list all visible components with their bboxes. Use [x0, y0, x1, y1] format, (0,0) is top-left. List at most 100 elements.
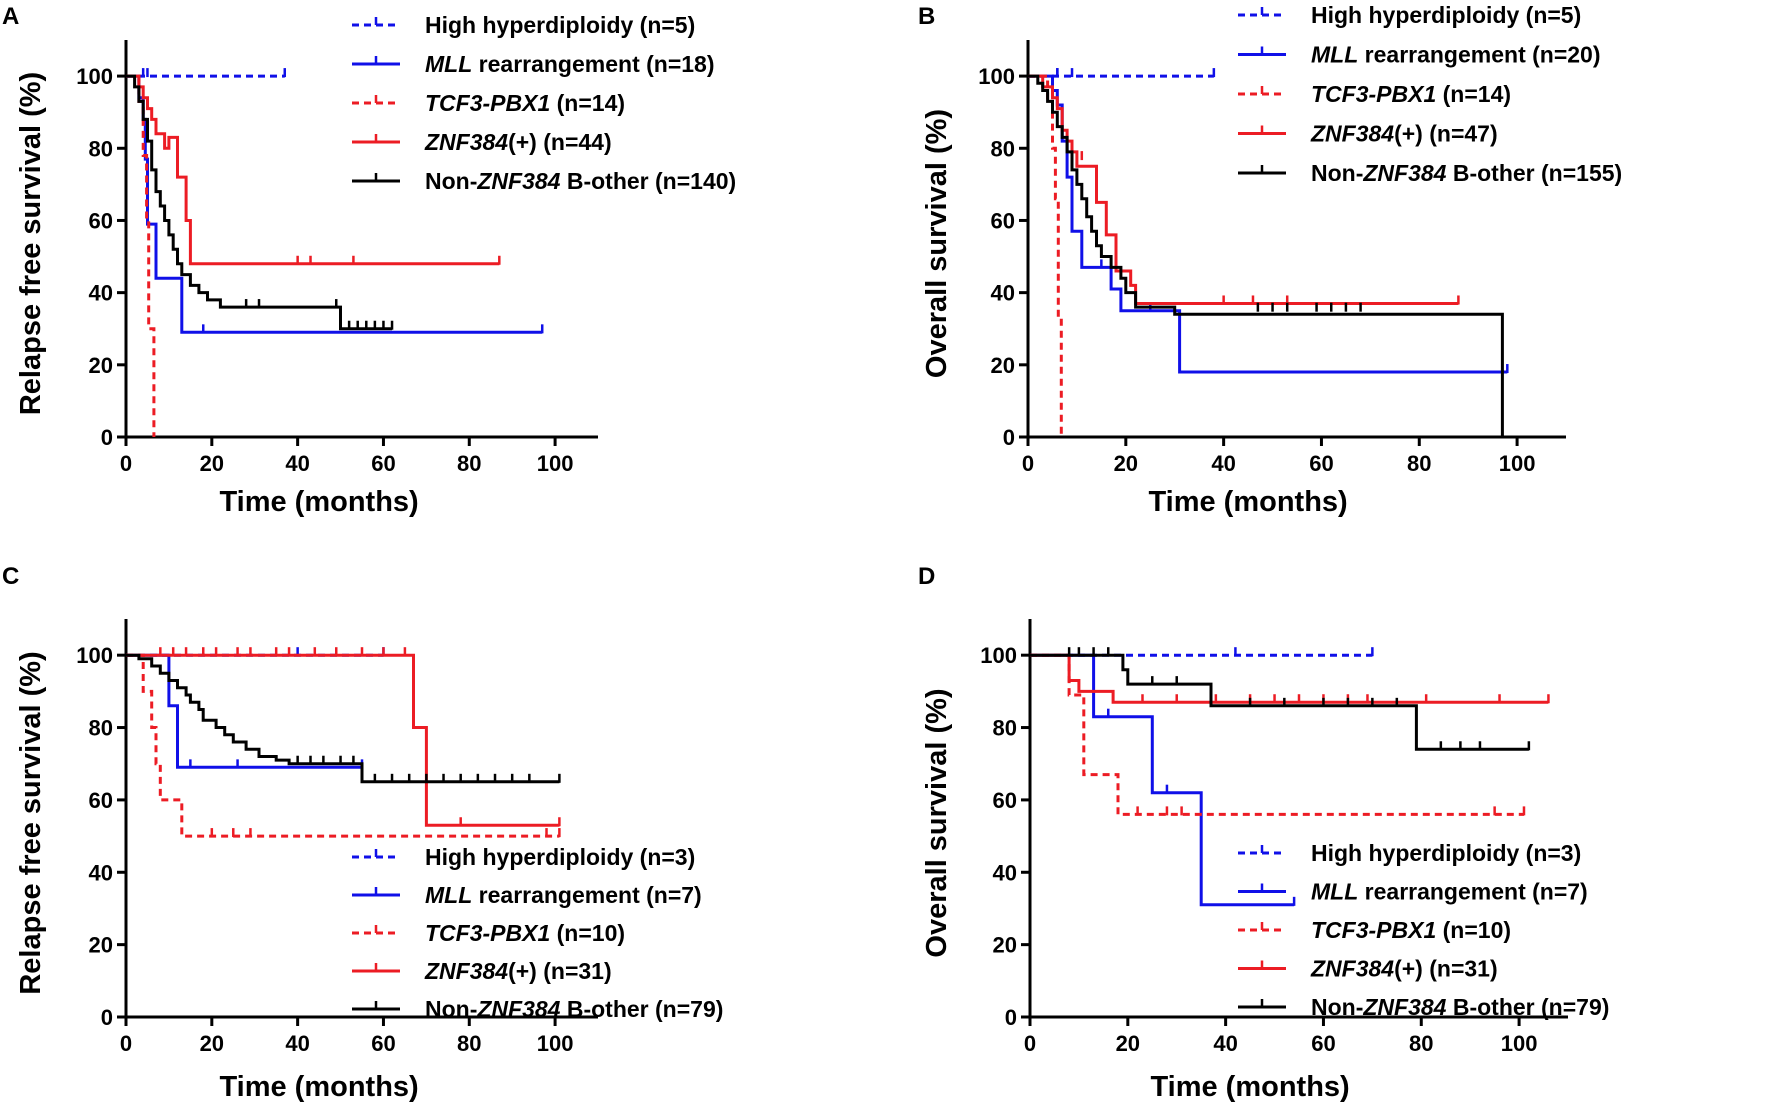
x-tick-label: 0 [120, 451, 132, 476]
y-tick-label: 20 [991, 353, 1015, 378]
legend-label-part: rearrangement (n=7) [1358, 879, 1587, 905]
panel-letter: D [918, 563, 935, 590]
legend-label-part: B-other (n=79) [1446, 994, 1609, 1020]
y-tick-label: 60 [89, 788, 113, 813]
y-tick-label: 0 [101, 1005, 113, 1030]
legend-label: High hyperdiploidy (n=5) [1311, 2, 1581, 28]
legend-label-part: Non- [425, 996, 477, 1022]
legend-label-part: High hyperdiploidy (n=5) [425, 12, 695, 38]
legend-label-gene: ZNF384 [424, 958, 508, 984]
km-curve-blue [1028, 74, 1508, 374]
y-tick-label: 80 [89, 136, 113, 161]
panel-c: C 0 20 40 60 80 100 0 20 40 60 80 100 Time (months) Re… [2, 563, 723, 1103]
legend-label-gene: ZNF384 [1310, 956, 1394, 982]
legend-label-gene: ZNF384 [1310, 121, 1394, 147]
x-tick-label: 60 [1311, 1031, 1335, 1056]
legend-label: TCF3-PBX1 (n=10) [425, 920, 625, 946]
y-tick-label: 60 [991, 208, 1015, 233]
legend-label-gene: ZNF384 [1362, 994, 1446, 1020]
x-axis-title: Time (months) [1148, 486, 1347, 518]
y-axis-title: Overall survival (%) [921, 109, 953, 378]
x-tick-label: 20 [1116, 1031, 1140, 1056]
x-tick-label: 0 [1024, 1031, 1036, 1056]
x-tick-label: 40 [1211, 451, 1235, 476]
y-tick-label: 100 [76, 643, 113, 668]
legend-label-gene: TCF3-PBX1 [1311, 81, 1436, 107]
legend-label: High hyperdiploidy (n=5) [425, 12, 695, 38]
km-curve-red [1028, 74, 1459, 305]
legend-label-part: High hyperdiploidy (n=3) [425, 844, 695, 870]
x-tick-label: 100 [1499, 451, 1536, 476]
y-tick-label: 20 [89, 933, 113, 958]
km-curve-red [126, 653, 560, 827]
km-curve-red [126, 74, 500, 266]
x-tick-label: 80 [457, 451, 481, 476]
x-tick-label: 20 [1114, 451, 1138, 476]
legend-label-gene: TCF3-PBX1 [425, 920, 550, 946]
x-tick-label: 100 [537, 451, 574, 476]
y-tick-label: 40 [89, 860, 113, 885]
legend: High hyperdiploidy (n=3) MLL rearrangemen… [1238, 840, 1609, 1020]
x-tick-label: 20 [200, 451, 224, 476]
km-curve-red-dashed [1030, 653, 1524, 816]
x-tick-label: 100 [1501, 1031, 1538, 1056]
y-tick-label: 0 [101, 425, 113, 450]
y-tick-label: 0 [1005, 1005, 1017, 1030]
legend-label: TCF3-PBX1 (n=14) [425, 90, 625, 116]
legend-label-part: (n=14) [1436, 81, 1511, 107]
panel-a: A 0 20 40 60 80 100 0 20 40 60 80 100 Time (months) Re… [2, 3, 736, 518]
legend-label-part: (n=14) [550, 90, 625, 116]
legend-label-part: High hyperdiploidy (n=3) [1311, 840, 1581, 866]
legend-label-part: Non- [1311, 994, 1363, 1020]
panel-letter: B [918, 3, 935, 30]
km-curve-red-dashed [1028, 74, 1063, 437]
legend-label: TCF3-PBX1 (n=14) [1311, 81, 1511, 107]
legend-label: High hyperdiploidy (n=3) [1311, 840, 1581, 866]
y-axis-title: Overall survival (%) [921, 688, 953, 957]
legend-label-part: rearrangement (n=7) [472, 882, 701, 908]
legend-label-gene: ZNF384 [476, 168, 560, 194]
legend-label-part: (n=10) [1436, 917, 1511, 943]
y-tick-label: 60 [993, 788, 1017, 813]
legend-label: MLL rearrangement (n=7) [1311, 879, 1588, 905]
legend-label-part: (+) (n=47) [1394, 121, 1498, 147]
panel-letter: A [2, 3, 19, 30]
legend-label-gene: MLL [425, 51, 472, 77]
x-tick-label: 80 [457, 1031, 481, 1056]
km-curve-black [1028, 74, 1504, 437]
y-tick-label: 100 [76, 64, 113, 89]
km-curve-black [126, 653, 560, 784]
legend-label: Non-ZNF384 B-other (n=79) [425, 996, 723, 1022]
legend-label: Non-ZNF384 B-other (n=140) [425, 168, 736, 194]
legend-label-part: (+) (n=31) [508, 958, 612, 984]
legend-label-part: High hyperdiploidy (n=5) [1311, 2, 1581, 28]
legend: High hyperdiploidy (n=5) MLL rearrangemen… [1238, 2, 1622, 186]
legend-label-gene: MLL [1311, 42, 1358, 68]
legend-label-part: (n=10) [550, 920, 625, 946]
legend-label: ZNF384(+) (n=44) [424, 129, 612, 155]
x-tick-label: 80 [1409, 1031, 1433, 1056]
y-tick-label: 0 [1003, 425, 1015, 450]
y-tick-label: 60 [89, 208, 113, 233]
km-curve-red [1030, 653, 1549, 704]
y-tick-label: 40 [993, 860, 1017, 885]
km-curve-blue [1030, 653, 1295, 907]
x-tick-label: 40 [285, 451, 309, 476]
x-tick-label: 60 [371, 451, 395, 476]
legend-label-part: rearrangement (n=20) [1358, 42, 1600, 68]
y-tick-label: 80 [89, 716, 113, 741]
x-tick-label: 20 [200, 1031, 224, 1056]
km-curve-black [1030, 653, 1529, 751]
legend-label-part: B-other (n=155) [1446, 160, 1622, 186]
legend-label-part: (+) (n=31) [1394, 956, 1498, 982]
x-tick-label: 80 [1407, 451, 1431, 476]
legend-label: ZNF384(+) (n=47) [1310, 121, 1498, 147]
legend-label-gene: ZNF384 [1362, 160, 1446, 186]
x-tick-label: 60 [371, 1031, 395, 1056]
legend-label: Non-ZNF384 B-other (n=155) [1311, 160, 1622, 186]
legend-label: High hyperdiploidy (n=3) [425, 844, 695, 870]
legend-label: Non-ZNF384 B-other (n=79) [1311, 994, 1609, 1020]
panel-b: B 0 20 40 60 80 100 0 20 40 60 80 100 Time (months) Ov… [918, 2, 1622, 518]
x-tick-label: 60 [1309, 451, 1333, 476]
x-axis-title: Time (months) [219, 1071, 418, 1103]
